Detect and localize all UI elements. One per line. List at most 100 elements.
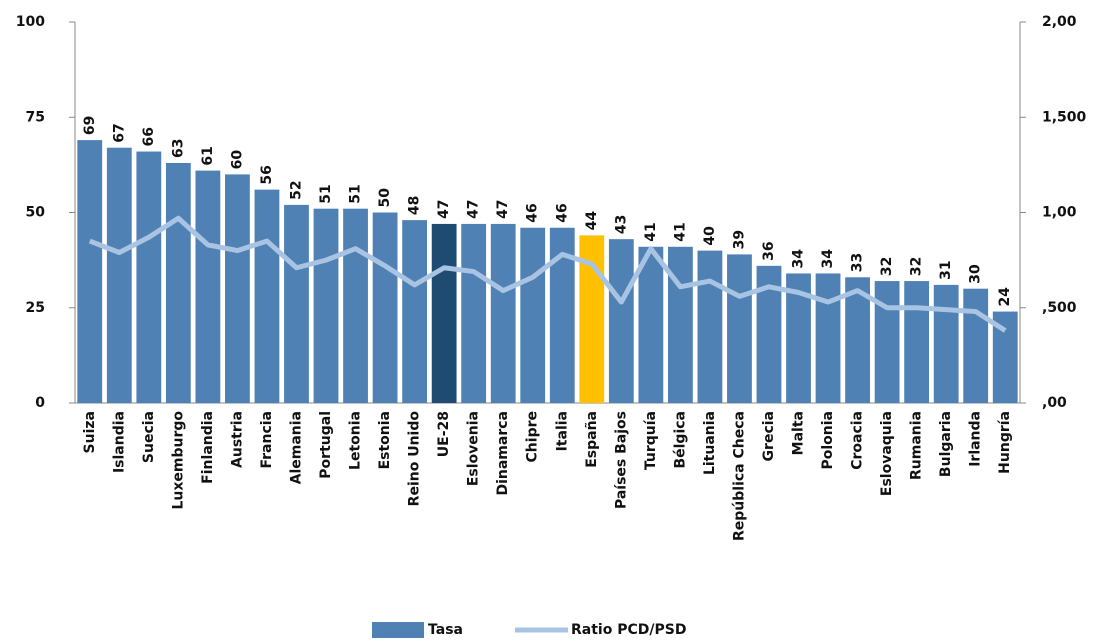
data-label: 32 (909, 257, 925, 276)
x-tick-label: Luxemburgo (170, 411, 186, 510)
bar (933, 284, 959, 403)
bar (667, 246, 693, 403)
data-label: 24 (997, 287, 1013, 307)
bar (165, 162, 191, 403)
y-tick-label: 50 (26, 205, 46, 221)
data-label: 39 (731, 230, 747, 249)
line (88, 215, 1007, 333)
bar (254, 189, 280, 403)
bar (520, 227, 546, 403)
x-tick-label: Polonia (820, 411, 836, 470)
bar (727, 254, 752, 403)
x-tick-label: Finlandia (200, 411, 216, 484)
y2-tick-label: 2,00 (1042, 14, 1077, 30)
data-label: 43 (613, 215, 629, 234)
x-tick-label: Reino Unido (407, 411, 423, 507)
x-tick-label: Suecia (141, 411, 157, 463)
x-tick-label: Islandia (111, 411, 127, 473)
bar (608, 239, 634, 403)
x-tick-label: Italia (554, 411, 570, 451)
x-tick-label: Eslovenia (466, 411, 482, 486)
x-tick-label: Estonia (377, 411, 393, 469)
x-tick-label: Portugal (318, 411, 334, 479)
y-tick-label: 75 (26, 109, 45, 125)
x-tick-label: Irlanda (968, 411, 984, 467)
x-tick-label: Bélgica (672, 411, 688, 469)
y-tick-label: 0 (35, 395, 45, 411)
data-label: 63 (170, 138, 186, 157)
data-label: 60 (229, 150, 245, 170)
data-label: 34 (820, 249, 836, 269)
bar (195, 170, 221, 403)
x-tick-label: Austria (229, 411, 245, 468)
y2-tick-label: ,00 (1042, 395, 1067, 411)
data-label: 51 (348, 184, 364, 203)
x-tick-label: Dinamarca (495, 411, 511, 496)
data-label: 47 (436, 199, 452, 218)
bar (963, 288, 989, 403)
data-label: 31 (938, 260, 954, 279)
x-tick-label: España (584, 411, 600, 468)
y2-tick-label: 1,500 (1042, 109, 1087, 125)
bar (638, 246, 664, 403)
bar (136, 151, 162, 403)
data-label: 46 (525, 203, 541, 222)
x-tick-label: Hungría (997, 411, 1013, 474)
bar (904, 281, 930, 403)
x-tick-label: Suiza (82, 411, 98, 453)
data-label: 47 (466, 199, 482, 218)
data-label: 36 (761, 241, 777, 260)
data-label: 50 (377, 188, 393, 208)
x-tick-label: Malta (791, 411, 807, 455)
bar (343, 208, 368, 403)
data-label: 41 (643, 222, 659, 241)
x-tick-label: Croacia (850, 411, 866, 470)
y2-tick-label: 1,00 (1042, 205, 1077, 221)
data-label: 40 (702, 226, 718, 246)
x-tick-label: UE-28 (436, 411, 452, 457)
x-tick-label: Bulgaria (938, 411, 954, 477)
bar (402, 220, 428, 403)
data-label: 61 (200, 146, 216, 165)
data-label: 34 (791, 249, 807, 269)
y2-tick-label: ,500 (1042, 300, 1077, 316)
x-tick-label: Lituania (702, 411, 718, 475)
bar (225, 174, 250, 403)
data-label: 32 (879, 257, 895, 276)
bar (372, 212, 398, 403)
y-tick-label: 100 (16, 14, 45, 30)
bar (461, 223, 487, 403)
bar (874, 281, 900, 403)
x-tick-label: Turquía (643, 411, 659, 470)
bar (431, 223, 457, 403)
bar (490, 223, 516, 403)
data-label: 52 (288, 180, 304, 199)
x-tick-label: Alemania (288, 411, 304, 484)
data-label: 48 (407, 196, 423, 215)
data-label: 56 (259, 165, 275, 184)
bar (106, 147, 132, 403)
legend-swatch (372, 622, 424, 638)
data-label: 30 (968, 264, 984, 284)
x-tick-label: Francia (259, 411, 275, 469)
x-tick-label: Letonia (348, 411, 364, 470)
bar (697, 250, 723, 403)
bar (77, 140, 103, 404)
data-label: 69 (82, 116, 98, 135)
y-tick-label: 25 (26, 300, 45, 316)
data-label: 67 (111, 123, 127, 142)
bar (313, 208, 339, 403)
x-tick-label: Chipre (525, 411, 541, 462)
legend-label: Tasa (428, 622, 463, 638)
x-tick-label: República Checa (731, 411, 747, 541)
x-tick-label: Países Bajos (613, 411, 629, 509)
data-label: 51 (318, 184, 334, 203)
data-label: 33 (850, 253, 866, 272)
bar (284, 204, 309, 403)
bar (815, 273, 841, 403)
legend-label: Ratio PCD/PSD (571, 622, 686, 638)
x-tick-label: Rumania (909, 411, 925, 480)
data-label: 47 (495, 199, 511, 218)
data-label: 46 (554, 203, 570, 222)
